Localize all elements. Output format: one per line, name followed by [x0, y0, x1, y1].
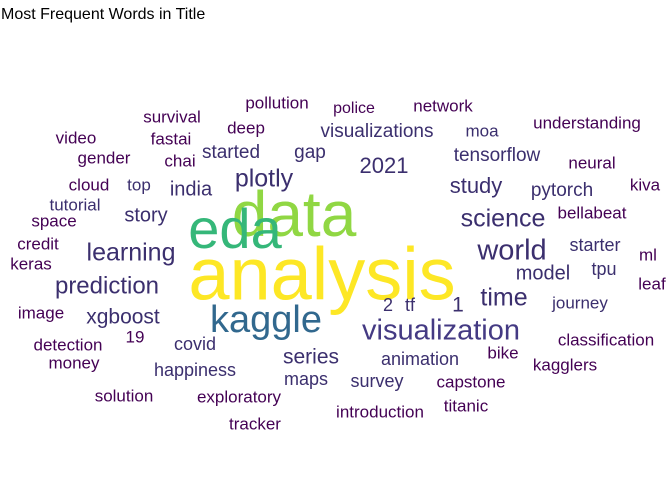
word-plotly: plotly: [235, 165, 294, 193]
word-covid: covid: [174, 334, 216, 354]
word-cloud: cloud: [69, 175, 110, 194]
word-tf: tf: [405, 295, 416, 315]
word-deep: deep: [227, 118, 265, 137]
word-image: image: [18, 303, 64, 322]
word-titanic: titanic: [444, 396, 489, 415]
word-tutorial: tutorial: [49, 195, 100, 214]
word-india: india: [170, 178, 213, 200]
word-police: police: [333, 100, 375, 117]
word-analysis: analysis: [188, 233, 455, 316]
word-maps: maps: [284, 369, 328, 389]
word-understanding: understanding: [533, 113, 641, 132]
word-prediction: prediction: [55, 272, 159, 299]
word-starter: starter: [569, 235, 620, 255]
word-eda: eda: [188, 197, 282, 260]
word-kiva: kiva: [630, 175, 661, 194]
word-19: 19: [126, 327, 145, 346]
word-1: 1: [452, 294, 464, 317]
chart-title: Most Frequent Words in Title: [1, 6, 206, 23]
word-chai: chai: [164, 151, 195, 170]
word-bellabeat: bellabeat: [557, 203, 626, 222]
word-classification: classification: [558, 330, 654, 349]
word-kaggle: kaggle: [210, 299, 322, 341]
word-time: time: [480, 284, 527, 312]
word-model: model: [516, 262, 570, 284]
word-survey: survey: [350, 371, 403, 391]
word-solution: solution: [95, 386, 154, 405]
word-pollution: pollution: [245, 93, 308, 112]
word-2021: 2021: [360, 153, 409, 178]
word-video: video: [56, 128, 97, 147]
word-science: science: [461, 205, 546, 233]
word-gender: gender: [78, 148, 131, 167]
word-moa: moa: [465, 121, 499, 140]
word-xgboost: xgboost: [86, 306, 160, 329]
word-animation: animation: [381, 349, 459, 369]
word-2: 2: [383, 295, 393, 315]
word-tracker: tracker: [229, 414, 281, 433]
word-study: study: [450, 173, 503, 198]
word-neural: neural: [568, 153, 615, 172]
word-started: started: [202, 142, 260, 163]
word-bike: bike: [487, 343, 518, 362]
word-space: space: [31, 211, 76, 230]
word-story: story: [124, 204, 167, 226]
word-keras: keras: [10, 254, 52, 273]
word-series: series: [283, 346, 339, 369]
word-pytorch: pytorch: [531, 180, 593, 201]
word-introduction: introduction: [336, 402, 424, 421]
word-tpu: tpu: [591, 259, 616, 279]
word-leaf: leaf: [638, 274, 666, 293]
word-credit: credit: [17, 234, 59, 253]
word-world: world: [476, 235, 546, 267]
word-top: top: [127, 175, 151, 194]
word-gap: gap: [294, 142, 326, 163]
word-exploratory: exploratory: [197, 387, 282, 406]
word-ml: ml: [639, 245, 657, 264]
word-fastai: fastai: [151, 129, 192, 148]
word-data: data: [232, 178, 357, 250]
word-visualization: visualization: [362, 315, 520, 347]
word-learning: learning: [87, 239, 176, 267]
word-journey: journey: [551, 293, 608, 312]
word-tensorflow: tensorflow: [454, 145, 541, 166]
word-capstone: capstone: [437, 372, 506, 391]
word-kagglers: kagglers: [533, 355, 597, 374]
word-detection: detection: [34, 335, 103, 354]
word-money: money: [48, 353, 100, 372]
word-happiness: happiness: [154, 360, 236, 380]
word-network: network: [413, 96, 473, 115]
word-survival: survival: [143, 107, 201, 126]
word-visualizations: visualizations: [321, 121, 434, 142]
